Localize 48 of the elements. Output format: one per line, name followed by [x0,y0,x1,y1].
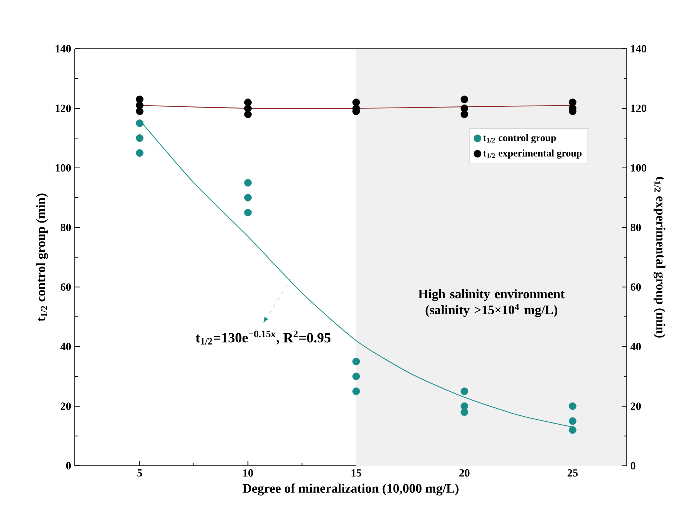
point [136,134,144,142]
y-tick-label: 100 [56,164,72,172]
y2-tick-label: 60 [630,284,642,291]
point [244,110,252,118]
point [244,209,252,217]
y-tick-label: 120 [56,104,72,112]
y-tick-label: 20 [60,402,72,410]
point [136,120,144,128]
point [352,388,360,396]
x-tick-label: 10 [244,470,254,477]
y2-tick-label: 40 [630,343,642,351]
x-tick-label: 25 [568,470,578,477]
y2-tick-label: 120 [631,104,647,112]
point [352,358,360,366]
y2-tick-label: 100 [631,164,647,172]
x-tick-label: 5 [138,470,142,477]
point [460,96,468,104]
y-tick-label: 0 [66,462,72,470]
y-axis-title: t$_{1/2}$ control group (min) [36,194,48,322]
y-tick-label: 40 [60,343,72,351]
point [136,108,144,116]
point [352,372,360,380]
band-label: High salinity environment (salinity >15×10$^{4}$ mg/L) [418,289,565,318]
point [244,194,252,202]
point [569,402,577,410]
y-tick-label: 80 [60,224,72,232]
point [244,104,252,112]
y-tick-label: 60 [60,284,72,291]
y2-tick-label: 20 [630,402,642,410]
annotation: t$_{1/2}$=130e$^{−0.15x}$, R$^{2}$=0.95 [196,330,331,345]
legend-label: t$_{1/2}$ control group [483,134,556,144]
y2-tick-label: 140 [631,45,647,53]
legend-label: t$_{1/2}$ experimental group [483,150,582,159]
y2-axis-title: t$_{1/2}$ experimental group (min) [654,176,666,338]
point [244,179,252,187]
x-tick-label: 15 [352,470,362,477]
point [569,426,577,434]
x-axis-title: Degree of mineralization (10,000 mg/L) [242,484,459,496]
y2-tick-label: 0 [630,462,636,470]
x-tick-label: 20 [460,470,470,477]
y2-tick-label: 80 [630,224,642,232]
point [460,388,468,396]
point [460,110,468,118]
point [460,104,468,112]
y-tick-label: 140 [56,45,72,53]
point [569,418,577,426]
point [460,408,468,416]
point [136,149,144,158]
